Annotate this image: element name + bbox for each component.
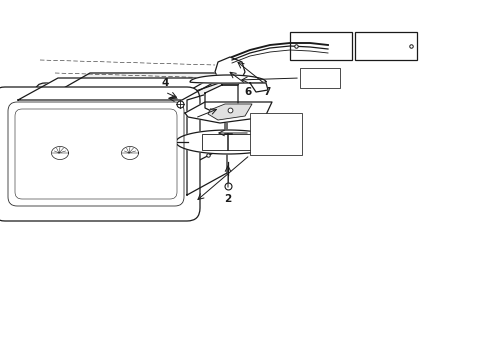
Text: 5: 5 — [269, 128, 275, 138]
Polygon shape — [176, 130, 280, 154]
Polygon shape — [208, 104, 252, 120]
Text: 4: 4 — [161, 78, 169, 88]
Text: 1: 1 — [317, 73, 323, 83]
Polygon shape — [215, 57, 245, 85]
Text: 2: 2 — [224, 194, 232, 204]
Text: 3: 3 — [183, 113, 190, 123]
Polygon shape — [190, 75, 266, 83]
Polygon shape — [55, 73, 220, 93]
Bar — [290, 32, 352, 60]
Text: 6: 6 — [245, 87, 252, 97]
FancyBboxPatch shape — [35, 83, 200, 185]
FancyBboxPatch shape — [48, 96, 187, 172]
FancyBboxPatch shape — [8, 102, 184, 206]
Polygon shape — [205, 85, 238, 116]
Polygon shape — [187, 88, 227, 195]
Bar — [355, 32, 417, 60]
Polygon shape — [185, 102, 272, 123]
FancyBboxPatch shape — [0, 87, 200, 221]
Polygon shape — [190, 81, 225, 165]
Text: 7: 7 — [263, 87, 270, 97]
FancyBboxPatch shape — [15, 109, 177, 199]
Polygon shape — [18, 78, 222, 100]
Polygon shape — [250, 83, 268, 92]
Bar — [300, 68, 340, 88]
Bar — [250, 113, 302, 155]
Bar — [202, 134, 254, 150]
